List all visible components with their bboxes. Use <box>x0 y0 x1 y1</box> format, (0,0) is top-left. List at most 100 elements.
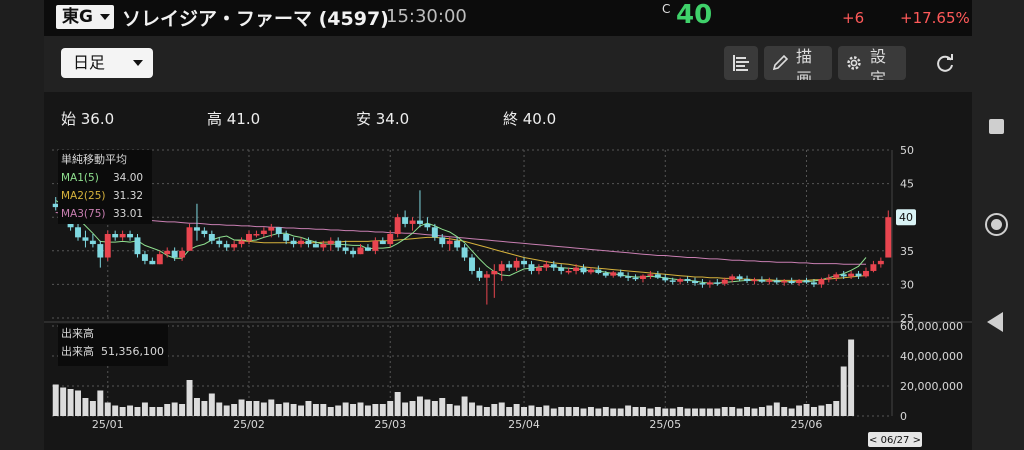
volume-bar <box>632 407 639 416</box>
market-label: 東G <box>62 7 93 27</box>
open-value: 始 36.0 <box>61 110 115 128</box>
candle-body <box>141 254 148 261</box>
candle-body <box>409 220 416 224</box>
candle-body <box>246 234 252 241</box>
candle-body <box>744 279 751 282</box>
volume-bar <box>394 392 401 416</box>
volume-bar <box>483 407 490 416</box>
quote-time: 15:30:00 <box>386 6 467 27</box>
draw-button[interactable]: 描画 <box>764 46 832 80</box>
volume-bar <box>335 405 342 416</box>
home-icon[interactable] <box>985 213 1008 236</box>
recent-apps-icon[interactable] <box>989 119 1004 134</box>
x-tick-label: 25/02 <box>233 418 265 431</box>
volume-bar <box>97 390 104 416</box>
candle-body <box>766 280 773 282</box>
volume-bar <box>82 398 89 416</box>
candle-body <box>632 277 639 280</box>
ma-legend-box <box>58 150 152 224</box>
volume-bar <box>595 408 602 416</box>
volume-bar <box>208 393 215 416</box>
indicator-list-button[interactable] <box>724 46 758 80</box>
candle-body <box>335 240 342 248</box>
volume-bar <box>625 405 632 416</box>
last-price-label: 40 <box>899 211 913 224</box>
candle-body <box>491 270 498 275</box>
volume-bar <box>840 366 847 416</box>
volume-bar <box>231 404 238 416</box>
volume-bar <box>357 402 364 416</box>
candle-body <box>283 234 290 241</box>
volume-bar <box>253 401 260 416</box>
candle-body <box>840 274 847 277</box>
candle-body <box>692 281 698 284</box>
candle-body <box>877 260 884 265</box>
volume-legend-title: 出来高 <box>61 326 94 340</box>
candle-body <box>885 217 892 258</box>
volume-tick-label: 0 <box>900 410 907 423</box>
x-tick-label: 25/05 <box>649 418 681 431</box>
candle-body <box>751 279 758 282</box>
candle-body <box>89 240 96 245</box>
candle-body <box>677 279 684 282</box>
candle-body <box>476 270 483 278</box>
refresh-icon[interactable] <box>934 53 956 75</box>
candle-body <box>662 277 669 281</box>
candle-body <box>119 234 126 238</box>
volume-bar <box>461 396 468 416</box>
volume-bar <box>640 407 646 416</box>
candle-body <box>543 264 550 268</box>
price-tick-label: 35 <box>900 245 914 258</box>
settings-button[interactable]: 設定 <box>838 46 906 80</box>
ma1-legend-value: 34.00 <box>113 172 143 184</box>
cursor-date-label: < 06/27 > <box>869 435 921 446</box>
volume-bar <box>89 401 96 416</box>
candle-body <box>610 272 617 276</box>
candle-body <box>364 247 371 251</box>
volume-bar <box>439 398 446 416</box>
period-select[interactable]: 日足 <box>61 48 153 78</box>
candle-body <box>654 274 661 278</box>
price-tick-label: 50 <box>900 144 914 157</box>
last-price-badge <box>896 209 916 226</box>
candle-body <box>580 267 587 273</box>
candle-body <box>573 267 580 271</box>
volume-bar <box>521 407 528 416</box>
candle-body <box>156 254 163 265</box>
volume-bar <box>617 408 624 416</box>
list-icon <box>733 55 749 71</box>
volume-bar <box>216 402 223 416</box>
candle-body <box>773 280 780 283</box>
volume-bar <box>796 405 803 416</box>
volume-bar <box>491 404 498 416</box>
price-tick-label: 45 <box>900 178 914 191</box>
market-selector[interactable]: 東G <box>56 5 114 29</box>
volume-bar <box>134 407 141 416</box>
volume-bar <box>758 407 765 416</box>
volume-bar <box>602 407 609 416</box>
candle-body <box>863 270 869 277</box>
volume-bar <box>431 401 438 416</box>
candle-body <box>52 203 59 208</box>
candle-body <box>595 269 602 273</box>
candle-body <box>394 217 401 234</box>
ma3-line <box>55 212 866 265</box>
candle-body <box>164 250 171 255</box>
candle-body <box>796 280 803 284</box>
volume-bar <box>364 405 371 416</box>
android-nav-bar <box>972 0 1024 450</box>
candle-body <box>528 264 535 271</box>
volume-tick-label: 60,000,000 <box>900 320 963 333</box>
candle-body <box>82 237 89 241</box>
price-tick-label: 25 <box>900 312 914 325</box>
candle-body <box>231 244 238 248</box>
back-icon[interactable] <box>987 312 1003 332</box>
ma1-legend-label: MA1(5) <box>61 172 99 184</box>
volume-bar <box>193 398 200 416</box>
ma-legend-title: 単純移動平均 <box>61 152 127 166</box>
x-tick-label: 25/04 <box>508 418 540 431</box>
volume-bar <box>260 402 267 416</box>
candle-body <box>521 260 528 265</box>
price-chart[interactable]: 25/01 25/02 25/03 25/04 25/05 25/06 50 45 40 35 30… <box>44 0 972 450</box>
candle-body <box>833 274 840 278</box>
